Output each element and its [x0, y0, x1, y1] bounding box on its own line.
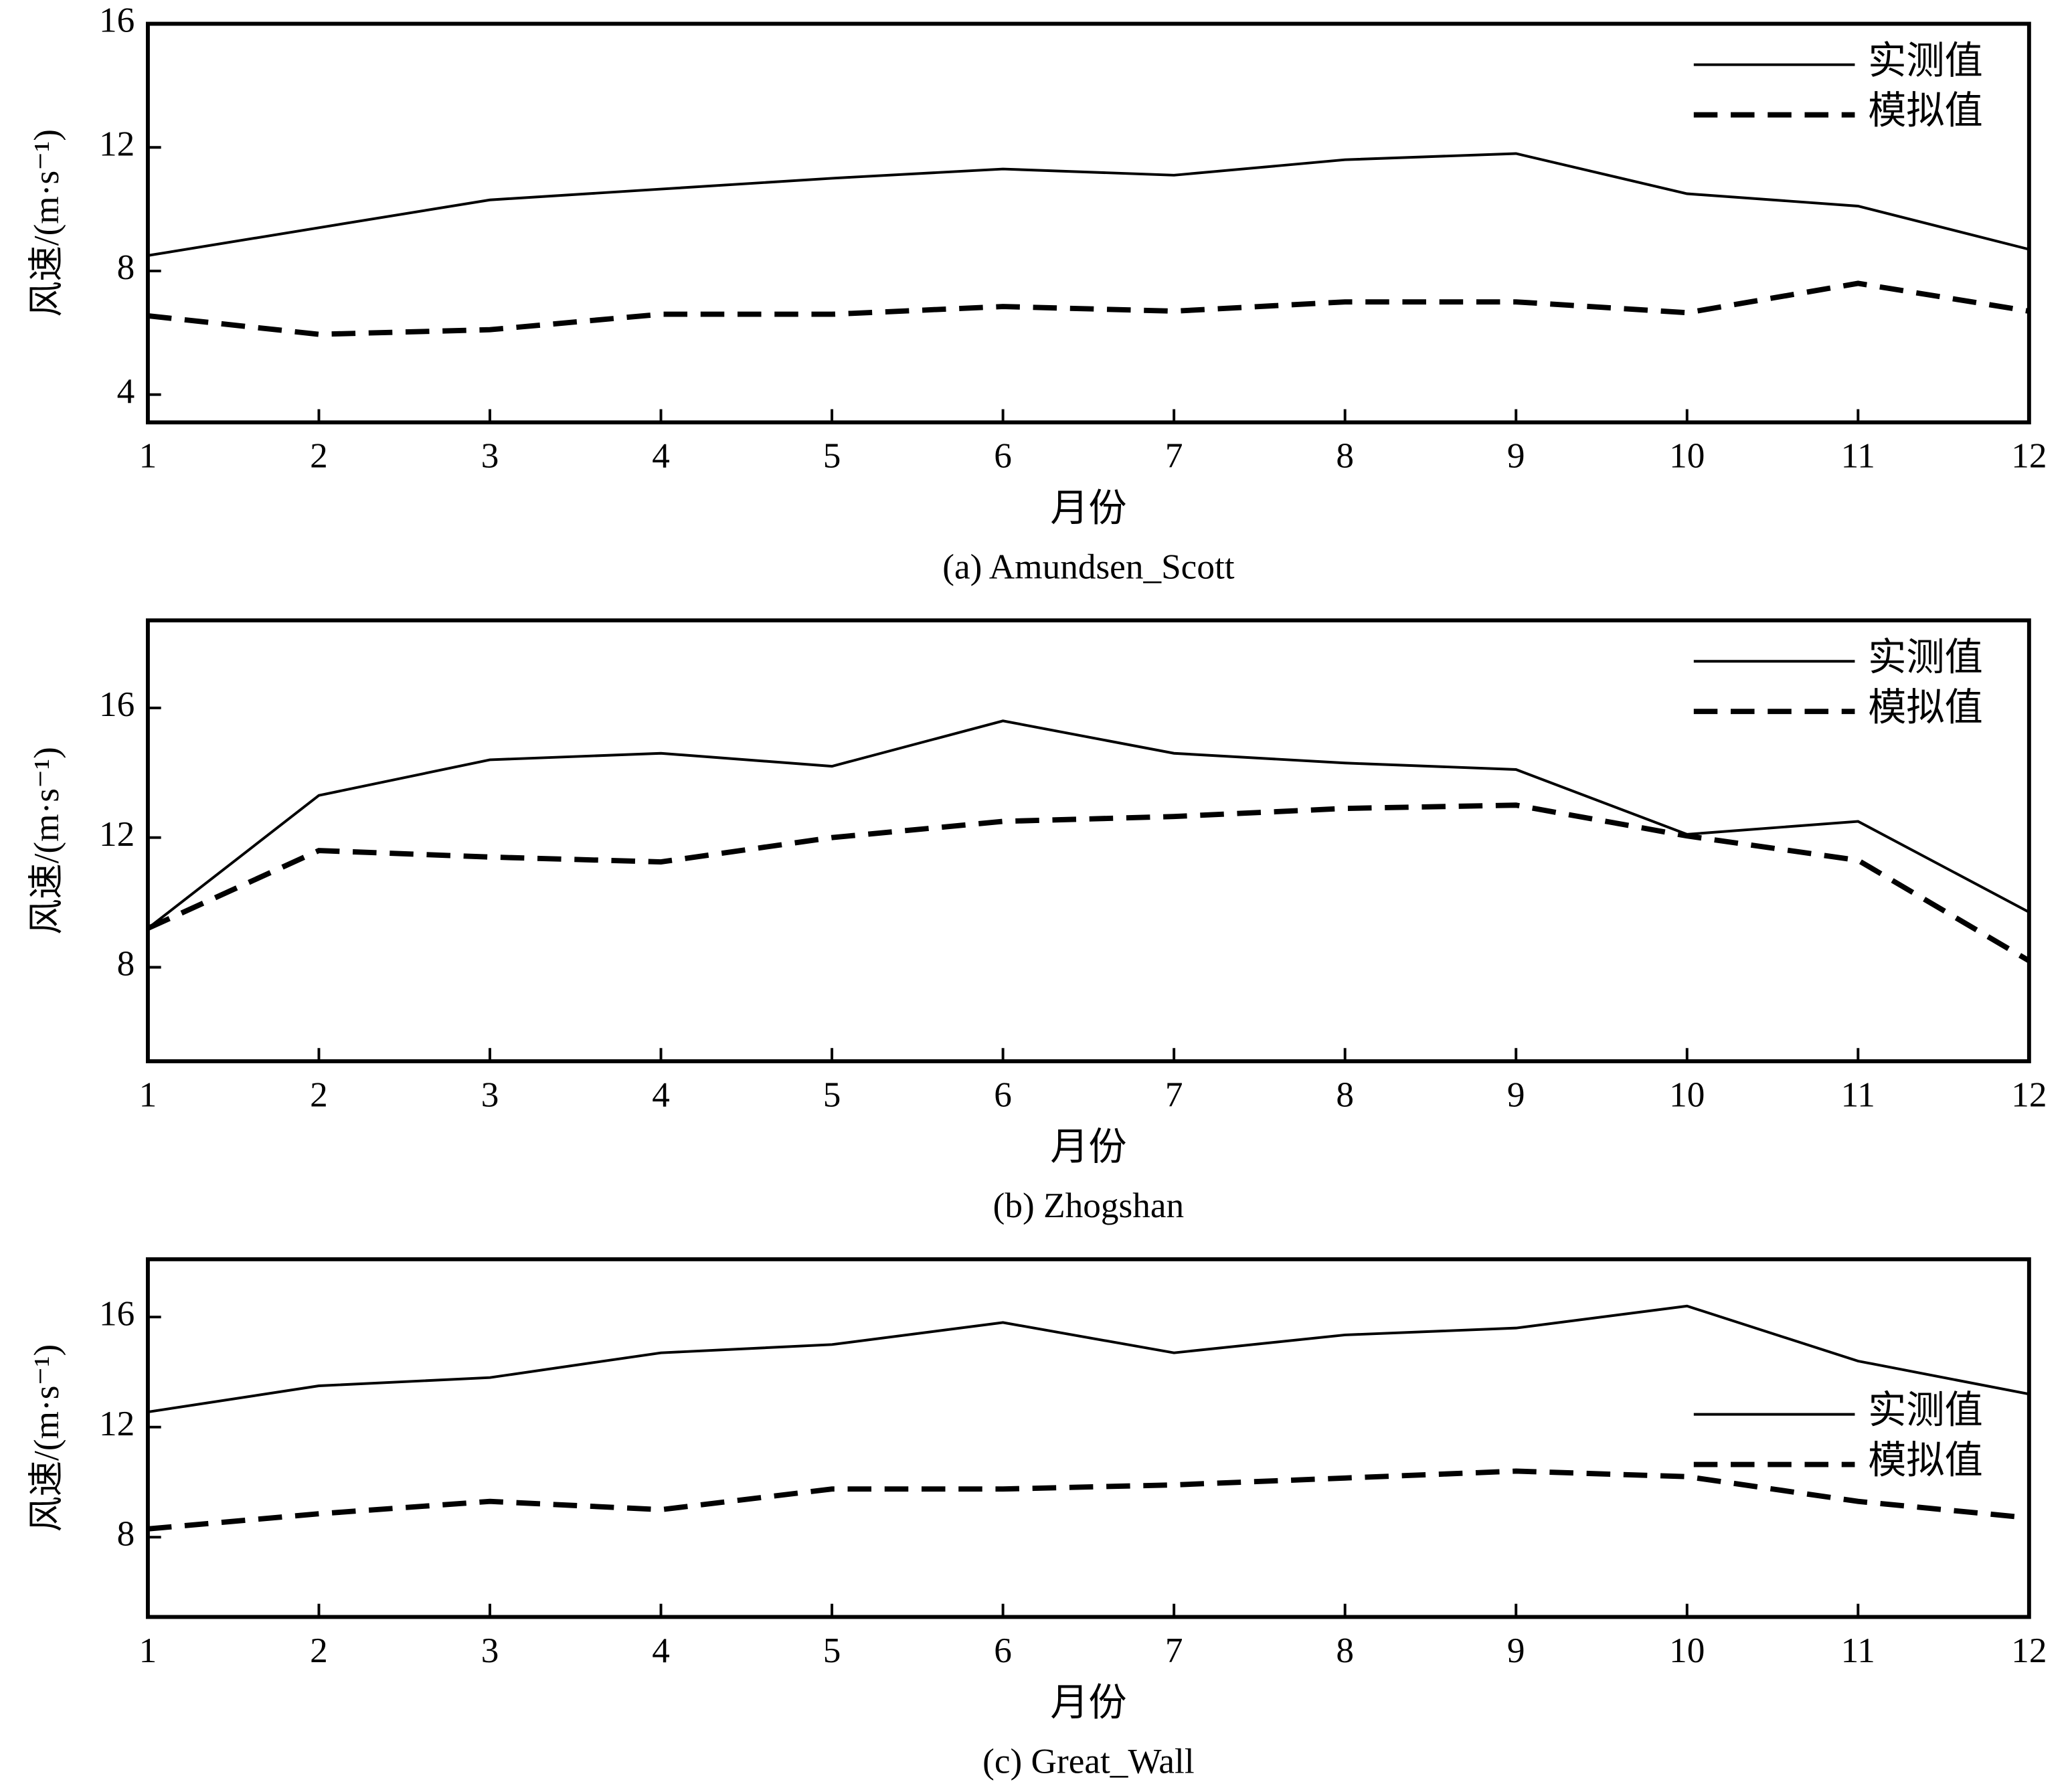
series-line — [147, 802, 2031, 964]
y-tick-label: 12 — [99, 814, 135, 854]
plot-frame — [145, 1257, 2031, 1619]
legend-label: 实测值 — [1868, 636, 1983, 679]
x-tick-label: 12 — [2011, 436, 2047, 476]
x-tick-label: 5 — [823, 436, 841, 476]
x-tick-label: 6 — [994, 1075, 1012, 1114]
x-tick-label: 4 — [652, 1075, 670, 1114]
y-tick-label: 8 — [117, 248, 135, 287]
series-line — [147, 1304, 2030, 1414]
x-tick-label: 6 — [994, 436, 1012, 476]
series-line — [147, 719, 2030, 929]
y-tick-label: 4 — [117, 371, 135, 411]
x-tick-label: 11 — [1841, 436, 1875, 476]
x-tick-label: 12 — [2011, 1075, 2047, 1114]
caption: (b) Zhogshan — [993, 1186, 1184, 1225]
x-tick-label: 11 — [1841, 1631, 1875, 1670]
plot-frame — [145, 618, 2031, 1063]
x-tick-label: 4 — [652, 436, 670, 476]
y-axis-label: 风速/(m·s⁻¹) — [27, 1344, 66, 1532]
x-tick-label: 8 — [1336, 1075, 1354, 1114]
legend-label: 模拟值 — [1868, 1440, 1983, 1482]
x-tick-label: 10 — [1669, 1631, 1705, 1670]
caption: (c) Great_Wall — [982, 1742, 1195, 1781]
y-tick-label: 8 — [117, 944, 135, 984]
legend-label: 实测值 — [1868, 1390, 1983, 1432]
x-tick-label: 2 — [310, 436, 328, 476]
x-axis-label: 月份 — [1050, 1126, 1126, 1168]
x-axis-label: 月份 — [1050, 1682, 1126, 1724]
x-tick-label: 1 — [139, 436, 157, 476]
x-tick-label: 3 — [481, 1075, 499, 1114]
x-tick-label: 5 — [823, 1631, 841, 1670]
series-line — [147, 1468, 2030, 1532]
x-tick-label: 5 — [823, 1075, 841, 1114]
x-tick-label: 6 — [994, 1631, 1012, 1670]
caption: (a) Amundsen_Scott — [942, 547, 1235, 586]
x-tick-label: 1 — [139, 1075, 157, 1114]
x-tick-label: 4 — [652, 1631, 670, 1670]
x-tick-label: 9 — [1507, 1075, 1525, 1114]
y-axis-label: 风速/(m·s⁻¹) — [27, 747, 66, 935]
x-tick-label: 1 — [139, 1631, 157, 1670]
y-tick-label: 16 — [99, 1293, 135, 1333]
legend-label: 实测值 — [1868, 40, 1983, 82]
x-tick-label: 12 — [2011, 1631, 2047, 1670]
x-tick-label: 8 — [1336, 1631, 1354, 1670]
x-tick-label: 3 — [481, 1631, 499, 1670]
legend-label: 模拟值 — [1868, 687, 1983, 729]
x-axis-label: 月份 — [1050, 487, 1126, 529]
y-axis-label: 风速/(m·s⁻¹) — [27, 129, 66, 317]
x-tick-label: 2 — [310, 1631, 328, 1670]
x-tick-label: 7 — [1165, 1631, 1183, 1670]
series-line — [147, 280, 2030, 337]
y-tick-label: 16 — [99, 1, 135, 40]
x-tick-label: 10 — [1669, 436, 1705, 476]
x-tick-label: 7 — [1165, 436, 1183, 476]
x-tick-label: 9 — [1507, 436, 1525, 476]
plot-frame — [145, 21, 2031, 425]
x-tick-label: 7 — [1165, 1075, 1183, 1114]
x-tick-label: 10 — [1669, 1075, 1705, 1114]
y-tick-label: 16 — [99, 685, 135, 724]
x-tick-label: 8 — [1336, 436, 1354, 476]
x-tick-label: 9 — [1507, 1631, 1525, 1670]
x-tick-label: 11 — [1841, 1075, 1875, 1114]
x-tick-label: 3 — [481, 436, 499, 476]
y-tick-label: 8 — [117, 1514, 135, 1553]
series-line — [147, 152, 2030, 257]
x-tick-label: 2 — [310, 1075, 328, 1114]
y-tick-label: 12 — [99, 124, 135, 163]
y-tick-label: 12 — [99, 1404, 135, 1443]
legend-label: 模拟值 — [1868, 90, 1983, 132]
